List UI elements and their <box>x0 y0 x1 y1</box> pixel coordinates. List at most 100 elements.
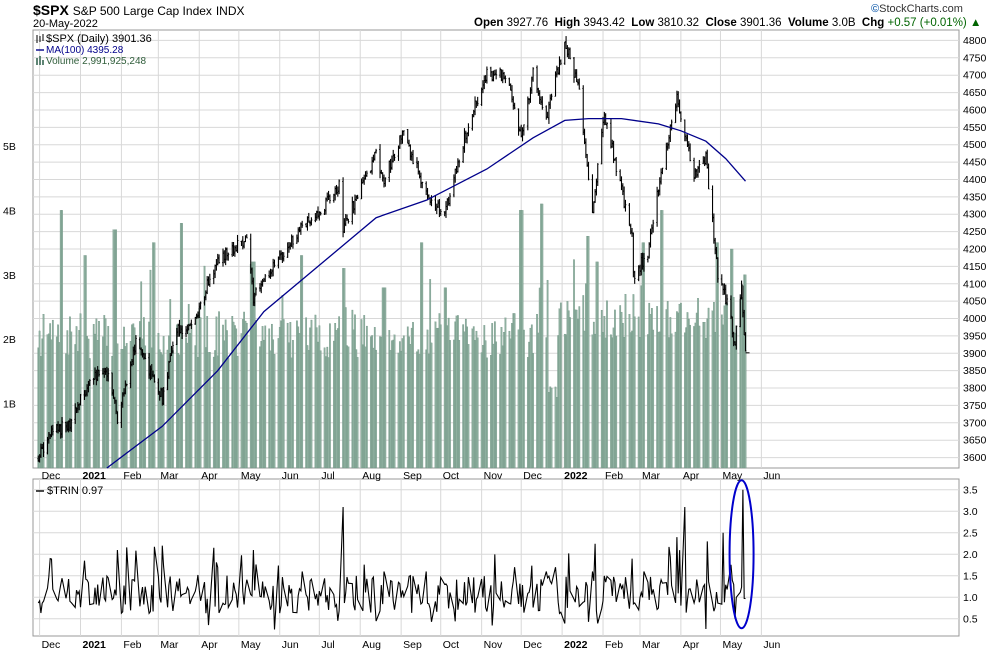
trin-x-tick-label: 2022 <box>564 639 588 651</box>
volume-bar <box>208 352 211 469</box>
volume-bar <box>495 341 498 469</box>
price-legend-entry: MA(100) 4395.28 <box>46 45 124 56</box>
volume-bar <box>384 287 387 469</box>
price-y-tick-label: 4250 <box>963 226 987 238</box>
volume-bar <box>439 324 442 469</box>
volume-bar <box>79 313 82 469</box>
price-y-tick-label: 4300 <box>963 209 987 221</box>
volume-bar <box>125 343 128 469</box>
trin-x-tick-label: Jun <box>763 639 780 651</box>
symbol-text: $SPX <box>33 2 69 18</box>
price-x-tick-label: 2021 <box>83 470 107 482</box>
price-x-tick-label: Jul <box>321 470 334 482</box>
trin-x-tick-label: Aug <box>362 639 381 651</box>
volume-bar <box>578 306 581 469</box>
volume-bar <box>587 235 590 469</box>
price-x-tick-label: Apr <box>201 470 218 482</box>
trin-x-tick-label: Feb <box>605 639 623 651</box>
trin-y-tick-label: 2.5 <box>963 527 978 539</box>
volume-bar <box>504 317 507 469</box>
ma100-line <box>106 117 746 469</box>
volume-bar <box>301 255 304 469</box>
price-y-tick-label: 3700 <box>963 417 987 429</box>
volume-bar <box>532 353 534 469</box>
trin-line <box>37 489 746 630</box>
price-legend-entry: Volume 2,991,925,248 <box>46 56 147 67</box>
volume-bar <box>624 294 627 469</box>
volume-bar <box>569 317 571 469</box>
volume-value: 3.0B <box>831 17 856 29</box>
price-y-tick-label: 3850 <box>963 365 987 377</box>
volume-bar <box>42 314 45 469</box>
volume-bar <box>393 334 396 469</box>
volume-bar <box>218 311 220 469</box>
price-y-tick-label: 3600 <box>963 452 987 464</box>
volume-bar <box>486 357 488 469</box>
trin-x-tick-label: Mar <box>160 639 179 651</box>
volume-bar <box>744 274 747 469</box>
volume-y-tick-label: 4B <box>3 205 16 217</box>
volume-bar <box>172 350 174 469</box>
open-label: Open <box>474 17 504 29</box>
trin-x-tick-label: Feb <box>123 639 141 651</box>
volume-bar <box>144 345 147 469</box>
volume-bar <box>559 302 562 469</box>
volume-bar <box>596 261 599 469</box>
price-y-tick-label: 4150 <box>963 261 987 273</box>
volume-bar <box>689 324 691 469</box>
volume-bar <box>661 210 664 469</box>
volume-bar <box>716 242 719 469</box>
brand-text: StockCharts.com <box>879 3 963 15</box>
brand-logo: ©StockCharts.com <box>871 3 963 15</box>
price-x-tick-label: 2022 <box>564 470 588 482</box>
price-x-tick-label: Nov <box>484 470 503 482</box>
volume-bar <box>329 323 331 469</box>
trin-x-tick-label: Sep <box>403 639 422 651</box>
price-x-tick-label: May <box>722 470 743 482</box>
price-y-tick-label: 4000 <box>963 313 987 325</box>
volume-bar <box>643 242 645 469</box>
volume-bar <box>135 354 137 469</box>
volume-bar <box>347 346 350 469</box>
volume-bar <box>107 326 110 469</box>
volume-bar <box>550 387 553 469</box>
price-x-tick-label: Mar <box>642 470 661 482</box>
volume-bar <box>449 340 451 469</box>
volume-bar <box>421 242 424 469</box>
volume-bar <box>412 322 414 469</box>
close-value: 3901.36 <box>740 17 782 29</box>
trin-y-tick-label: 3.0 <box>963 506 978 518</box>
price-y-tick-label: 4800 <box>963 35 987 47</box>
price-y-tick-label: 4100 <box>963 278 987 290</box>
volume-bar <box>98 321 100 469</box>
price-x-tick-label: Feb <box>605 470 623 482</box>
volume-bar <box>615 335 618 469</box>
volume-bar <box>698 325 701 469</box>
price-y-tick-label: 3950 <box>963 330 987 342</box>
volume-y-tick-label: 2B <box>3 334 16 346</box>
volume-bar <box>476 337 479 469</box>
volume-bar <box>633 316 636 469</box>
price-x-tick-label: Mar <box>160 470 179 482</box>
volume-bar <box>606 300 608 469</box>
volume-bar <box>264 325 267 469</box>
trin-x-tick-label: Jul <box>321 639 334 651</box>
candlestick-icon <box>36 34 44 43</box>
volume-bar <box>61 210 63 469</box>
trin-x-tick-label: Apr <box>201 639 218 651</box>
volume-bar <box>707 307 710 469</box>
volume-bar <box>88 358 91 469</box>
price-x-tick-label: Feb <box>123 470 141 482</box>
price-x-tick-label: Jun <box>763 470 780 482</box>
volume-bar <box>199 317 202 469</box>
trin-x-tick-label: Apr <box>683 639 700 651</box>
trin-y-tick-label: 1.0 <box>963 592 978 604</box>
volume-bar <box>735 325 738 469</box>
close-label: Close <box>705 17 737 29</box>
low-label: Low <box>631 17 655 29</box>
chart-symbol: $SPX S&P 500 Large Cap Index INDX <box>33 2 244 18</box>
volume-y-tick-label: 3B <box>3 270 16 282</box>
price-legend-entry: $SPX (Daily) 3901.36 <box>46 33 152 45</box>
trin-x-tick-label: May <box>241 639 262 651</box>
